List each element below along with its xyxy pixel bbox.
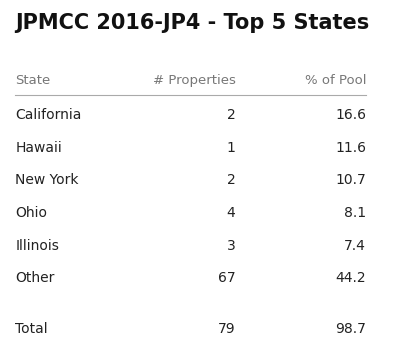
Text: 8.1: 8.1 [344,206,366,220]
Text: 79: 79 [218,322,236,336]
Text: 7.4: 7.4 [344,239,366,253]
Text: 16.6: 16.6 [335,108,366,122]
Text: # Properties: # Properties [152,74,236,87]
Text: % of Pool: % of Pool [304,74,366,87]
Text: New York: New York [16,173,79,187]
Text: Total: Total [16,322,48,336]
Text: California: California [16,108,82,122]
Text: Other: Other [16,271,55,285]
Text: JPMCC 2016-JP4 - Top 5 States: JPMCC 2016-JP4 - Top 5 States [16,13,370,33]
Text: 2: 2 [227,173,236,187]
Text: Illinois: Illinois [16,239,59,253]
Text: 10.7: 10.7 [336,173,366,187]
Text: 1: 1 [227,141,236,155]
Text: 44.2: 44.2 [336,271,366,285]
Text: State: State [16,74,51,87]
Text: Ohio: Ohio [16,206,47,220]
Text: 2: 2 [227,108,236,122]
Text: 4: 4 [227,206,236,220]
Text: 11.6: 11.6 [335,141,366,155]
Text: 67: 67 [218,271,236,285]
Text: 98.7: 98.7 [335,322,366,336]
Text: 3: 3 [227,239,236,253]
Text: Hawaii: Hawaii [16,141,62,155]
